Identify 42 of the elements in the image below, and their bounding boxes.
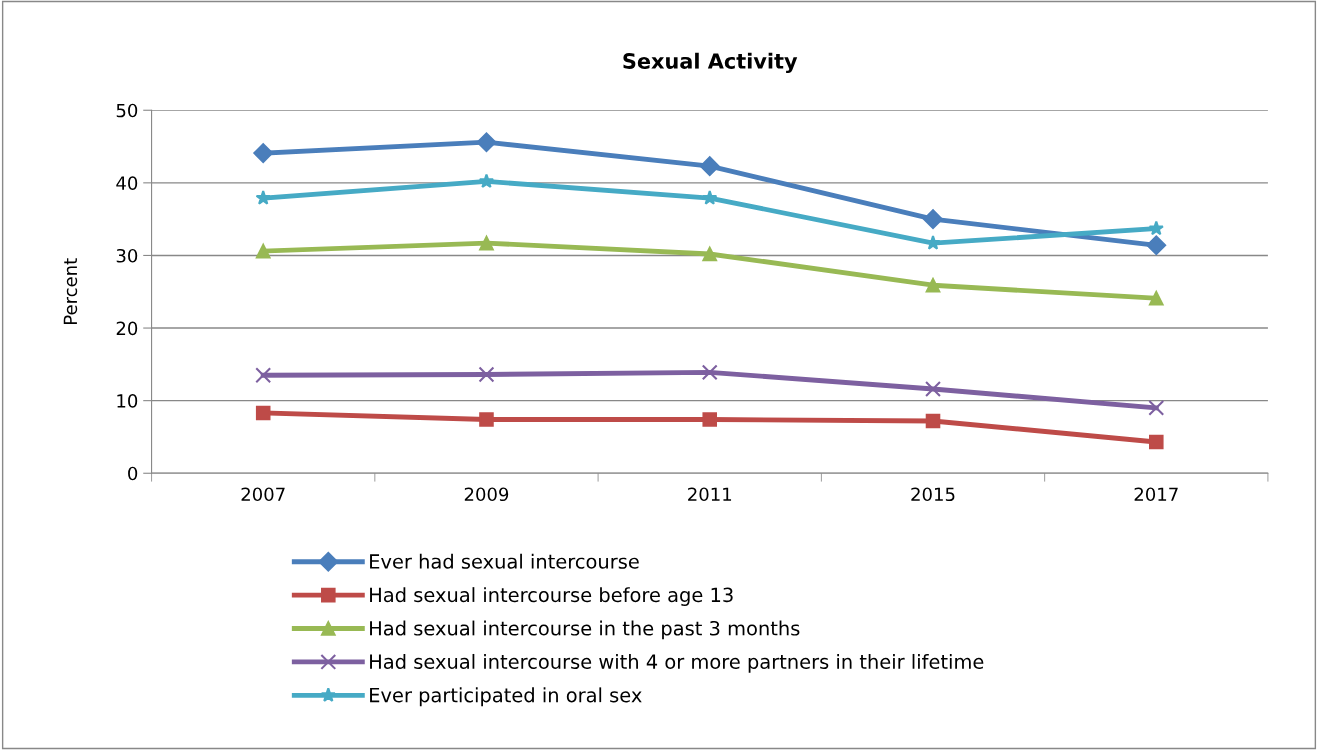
legend-label: Ever had sexual intercourse xyxy=(370,553,639,569)
point xyxy=(925,413,941,429)
point xyxy=(699,156,720,177)
point xyxy=(255,243,271,259)
x-tick-label: 2009 xyxy=(464,487,509,502)
point xyxy=(702,412,718,427)
point xyxy=(1148,399,1165,416)
y-tick-label: 10 xyxy=(117,394,138,408)
point xyxy=(701,364,718,381)
point xyxy=(253,143,274,163)
legend-label: Had sexual intercourse in the past 3 months xyxy=(370,620,800,640)
chart-title: Sexual Activity xyxy=(623,52,798,74)
point xyxy=(478,366,495,383)
point xyxy=(925,381,941,398)
point xyxy=(255,405,271,421)
point xyxy=(479,412,494,427)
point xyxy=(479,235,494,251)
point xyxy=(255,190,271,205)
x-tick-label: 2017 xyxy=(1134,487,1178,502)
point xyxy=(925,277,941,293)
point xyxy=(478,173,495,189)
y-tick-label: 30 xyxy=(116,248,138,263)
point xyxy=(702,190,718,205)
point xyxy=(1148,220,1164,236)
y-tick-label: 0 xyxy=(128,466,138,481)
y-tick-label: 40 xyxy=(116,176,138,190)
point xyxy=(923,209,943,230)
x-tick-label: 2011 xyxy=(688,487,732,502)
legend-label: Had sexual intercourse with 4 or more partners in their lifetime xyxy=(370,653,984,673)
point xyxy=(1146,235,1167,256)
y-tick-label: 50 xyxy=(116,103,138,118)
y-axis-title: Percent xyxy=(63,258,78,324)
x-tick-label: 2007 xyxy=(241,487,285,502)
y-tick-label: 20 xyxy=(116,321,138,336)
point xyxy=(1148,434,1164,450)
point xyxy=(255,367,272,384)
point xyxy=(702,246,718,262)
legend-label: Had sexual intercourse before age 13 xyxy=(370,587,733,606)
point xyxy=(1148,290,1164,306)
point xyxy=(476,132,497,153)
legend-label: Ever participated in oral sex xyxy=(370,687,642,707)
x-tick-label: 2015 xyxy=(911,487,955,502)
